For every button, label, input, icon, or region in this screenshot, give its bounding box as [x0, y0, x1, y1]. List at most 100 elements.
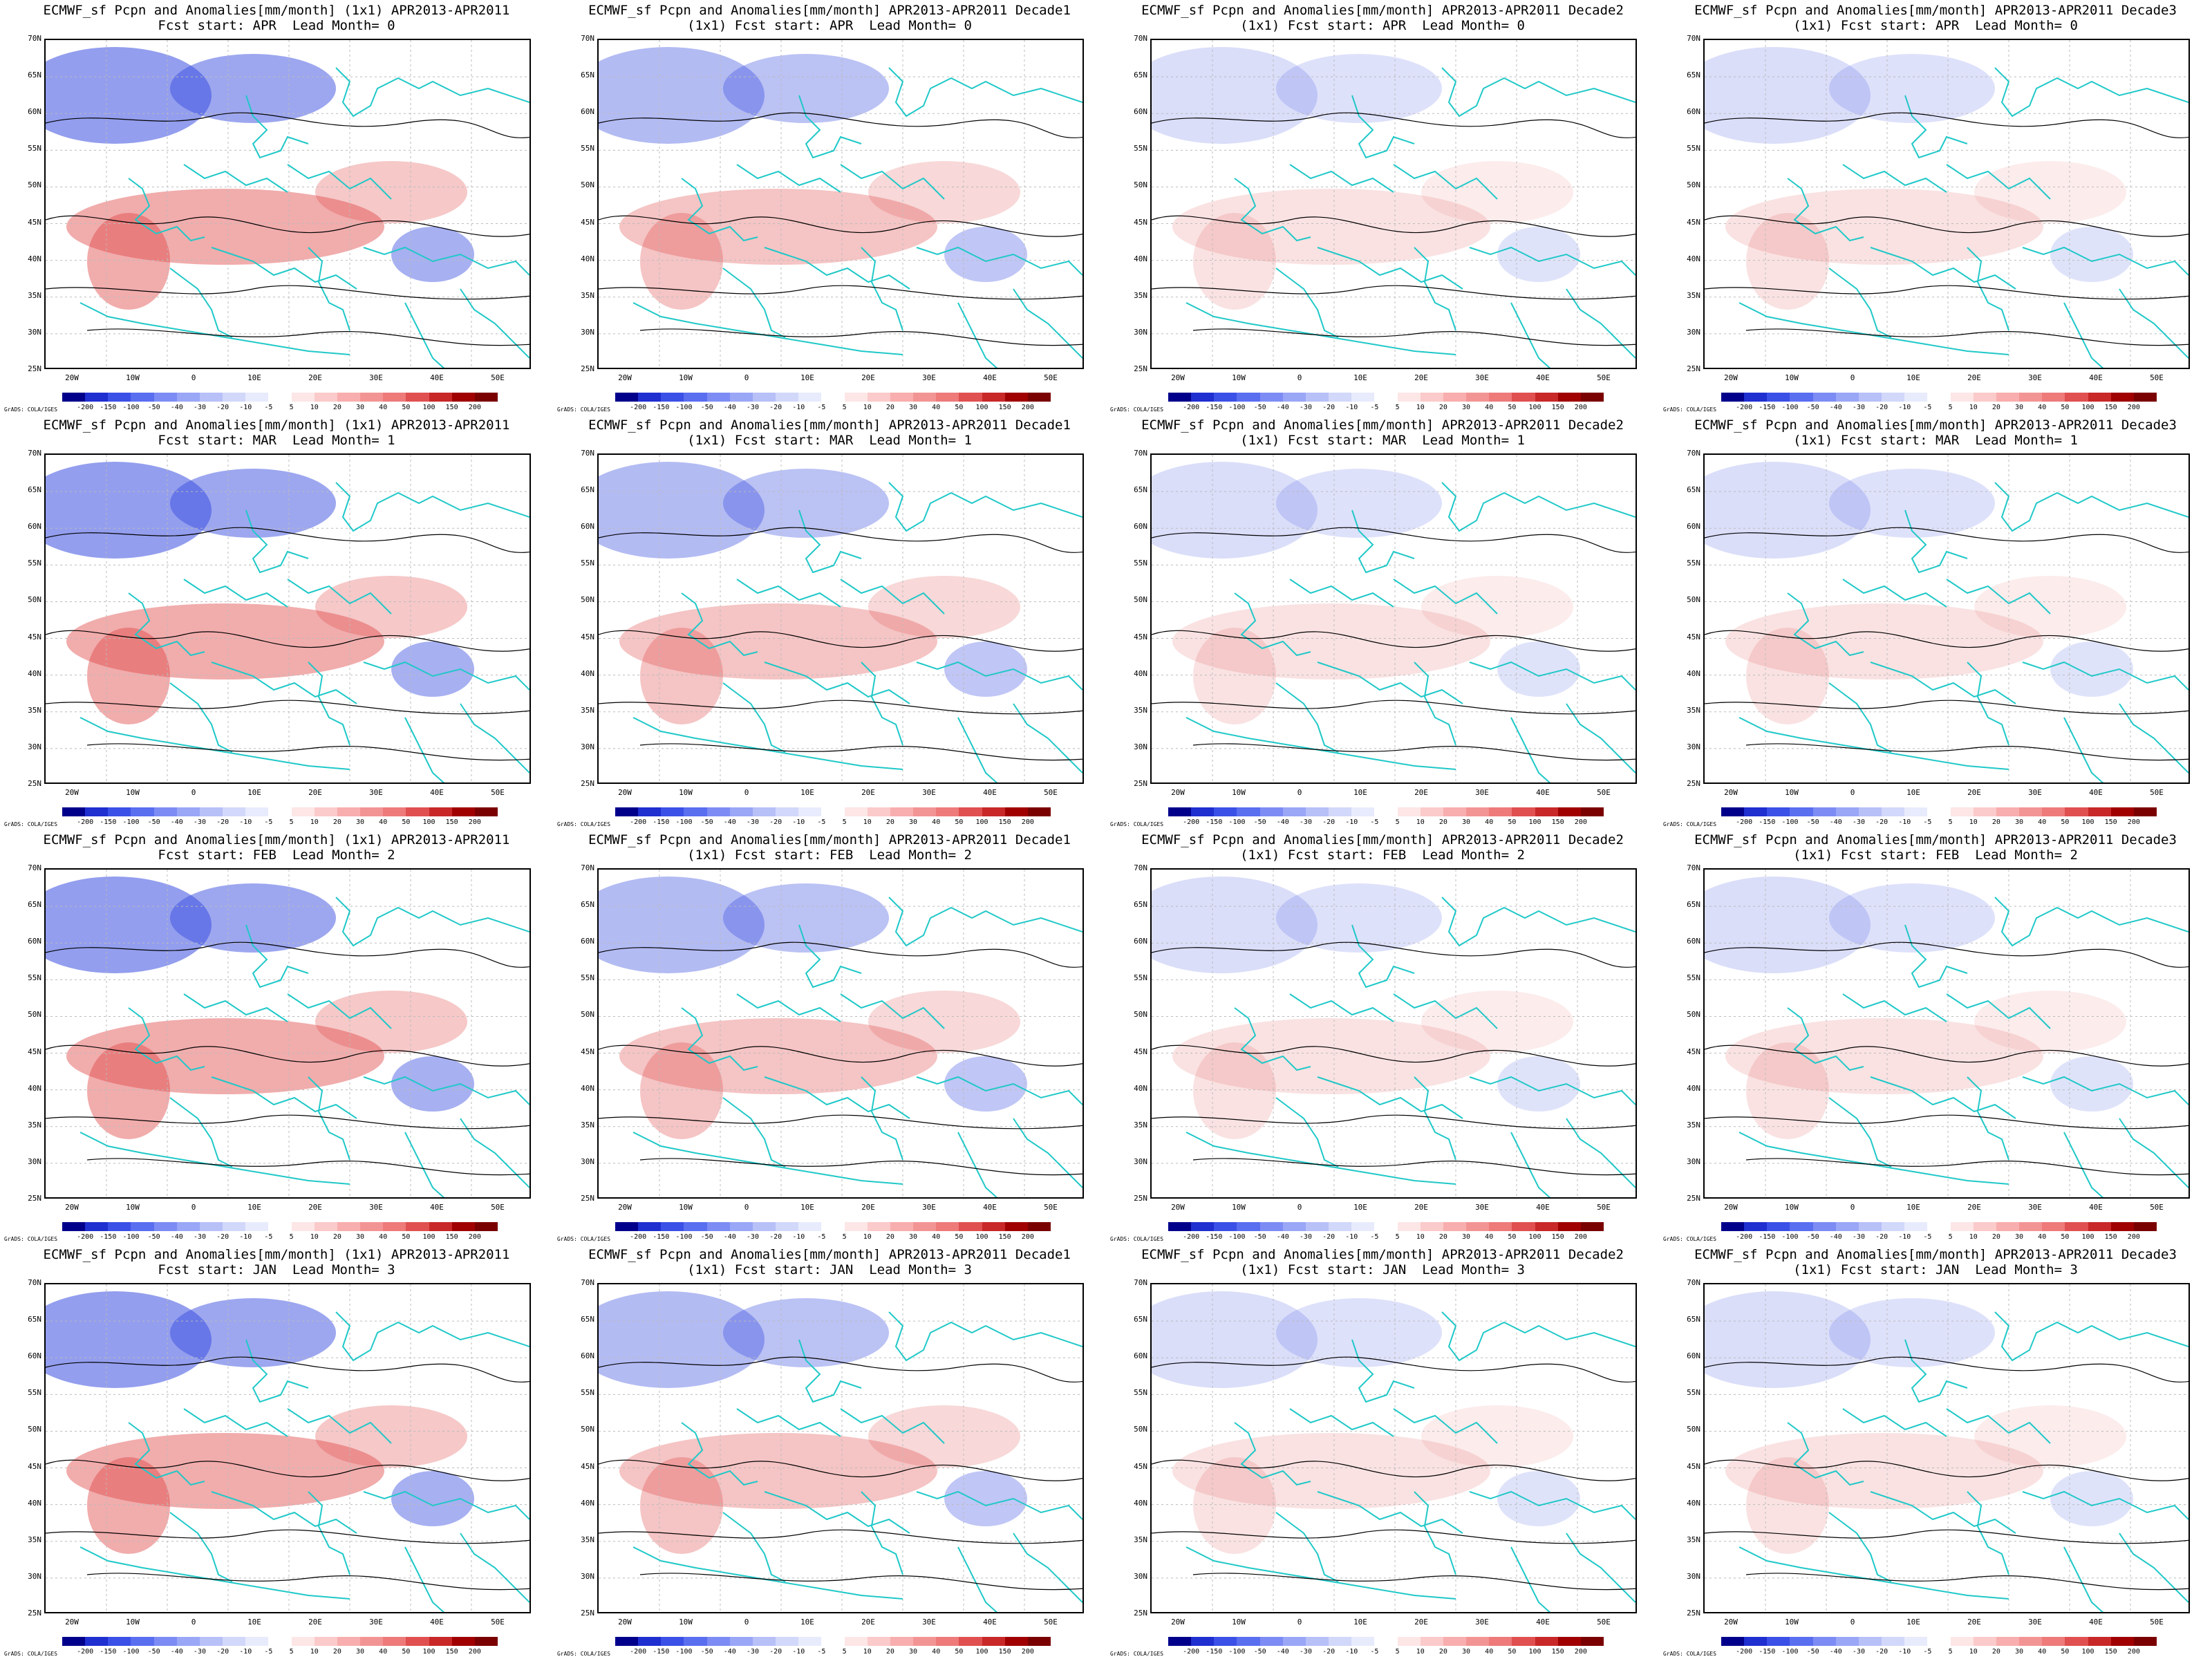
precip-contour	[1152, 285, 1635, 300]
lon-label: 40E	[430, 1203, 444, 1212]
colorbar-swatch	[1767, 1637, 1790, 1646]
colorbar-label: -10	[239, 1233, 252, 1241]
precip-contour	[599, 1356, 1082, 1382]
colorbar-label: -100	[122, 818, 140, 826]
coastline	[1787, 1422, 1864, 1486]
colorbar-swatch	[337, 1637, 361, 1646]
colorbar-label: 200	[1574, 818, 1587, 826]
anomaly-shading	[599, 462, 765, 559]
panel-subtitle: (1x1) Fcst start: FEB Lead Month= 2	[1793, 847, 2078, 863]
colorbar-label: 100	[975, 404, 988, 411]
colorbar-label: -50	[1253, 404, 1266, 411]
lat-label: 70N	[28, 863, 41, 872]
colorbar-label: 5	[289, 404, 294, 411]
colorbar-swatch	[1557, 1222, 1581, 1231]
precip-contour	[639, 743, 1082, 761]
anomaly-shading	[944, 641, 1027, 697]
anomaly-shading	[1152, 877, 1318, 973]
anomaly-shading	[2050, 227, 2133, 282]
colorbar-label: 20	[1991, 404, 2000, 411]
precip-contour	[1192, 1158, 1635, 1176]
colorbar-swatch	[1512, 393, 1535, 402]
colorbar-label: 40	[2038, 818, 2047, 826]
anomaly-map	[44, 39, 531, 369]
colorbar-label: -50	[1806, 1233, 1819, 1241]
colorbar-label: 100	[422, 1648, 435, 1656]
colorbar-label: 20	[1991, 1648, 2000, 1656]
lat-label: 55N	[28, 559, 41, 568]
colorbar-label: 30	[2015, 404, 2024, 411]
lat-label: 45N	[28, 1461, 41, 1471]
lat-label: 25N	[581, 1609, 594, 1618]
colorbar-swatch	[982, 393, 1005, 402]
lat-label: 60N	[28, 937, 41, 946]
lat-label: 55N	[28, 144, 41, 153]
precip-contour	[46, 1459, 529, 1481]
coastline	[1185, 717, 1456, 770]
colorbar-swatch	[153, 1637, 177, 1646]
colorbar-label: 40	[932, 404, 941, 411]
coastline	[2119, 703, 2188, 774]
colorbar-label: -10	[1345, 818, 1358, 826]
colorbar-swatch	[1397, 807, 1421, 816]
anomaly-shading	[1193, 213, 1276, 310]
anomaly-map	[597, 453, 1084, 784]
coastline	[681, 178, 758, 242]
panel-subtitle: Fcst start: MAR Lead Month= 1	[158, 433, 395, 448]
colorbar-labels: -200 -150 -100 -50 -40 -30 -20 -10 -5 5 10 20 30 40 50…	[615, 818, 1051, 828]
colorbar-label: 200	[2127, 404, 2140, 411]
lat-label: 30N	[1687, 742, 1700, 751]
colorbar-swatch	[1858, 1637, 1882, 1646]
colorbar-label: -40	[1276, 1648, 1289, 1656]
colorbar-swatch	[2019, 393, 2043, 402]
colorbar-labels: -200 -150 -100 -50 -40 -30 -20 -10 -5 5 10 20 30 40 50…	[62, 1648, 498, 1658]
coastline	[211, 247, 357, 290]
lat-label: 35N	[1687, 1535, 1700, 1544]
coastline	[1828, 1097, 1892, 1168]
panel-subtitle: (1x1) Fcst start: MAR Lead Month= 1	[1793, 433, 2078, 448]
colorbar-label: 10	[1416, 1648, 1425, 1656]
colorbar-label: -40	[723, 1648, 736, 1656]
colorbar-label: 10	[310, 404, 319, 411]
coastline	[1469, 1076, 1635, 1105]
colorbar-swatch	[291, 1637, 315, 1646]
anomaly-shading	[66, 603, 384, 679]
coastline	[169, 1097, 233, 1168]
colorbar-label: -20	[1875, 404, 1888, 411]
colorbar-swatch	[1374, 807, 1398, 816]
colorbar-label: -40	[1829, 404, 1842, 411]
colorbar-swatch	[1580, 807, 1604, 816]
colorbar-swatch	[752, 807, 776, 816]
colorbar-label: -100	[675, 818, 693, 826]
colorbar-swatch	[474, 807, 498, 816]
colorbar-swatch	[1535, 1637, 1558, 1646]
colorbar-swatch	[429, 807, 452, 816]
colorbar-label: 40	[1485, 404, 1494, 411]
colorbar-swatch	[131, 393, 154, 402]
lat-label: 45N	[1134, 1047, 1147, 1056]
panel-title: ECMWF_sf Pcpn and Anomalies[mm/month] AP…	[1694, 1247, 2177, 1262]
colorbar-label: -150	[1759, 1648, 1776, 1656]
coastline	[681, 1422, 758, 1486]
colorbar-swatch	[1744, 807, 1768, 816]
colorbar-swatch	[429, 393, 452, 402]
colorbar-label: 50	[402, 404, 411, 411]
lon-label: 20W	[1171, 1618, 1185, 1627]
grads-credit: GrADS: COLA/IGES	[4, 1651, 58, 1657]
lat-label: 40N	[1134, 254, 1147, 263]
coastline	[916, 661, 1082, 691]
colorbar-label: 5	[1395, 404, 1400, 411]
coastline	[1469, 1490, 1635, 1520]
colorbar-swatch	[176, 1637, 200, 1646]
colorbar-label: -200	[1736, 818, 1753, 826]
colorbar-label: 5	[842, 818, 847, 826]
colorbar-swatch	[798, 807, 822, 816]
grads-credit: GrADS: COLA/IGES	[1110, 1236, 1164, 1242]
colorbar-swatch	[1882, 807, 1905, 816]
colorbar-swatch	[1214, 1637, 1237, 1646]
anomaly-shading	[1746, 213, 1829, 310]
colorbar-label: 20	[1991, 818, 2000, 826]
colorbar	[1168, 1637, 1604, 1646]
colorbar-label: -100	[1781, 1648, 1799, 1656]
coastline	[169, 1512, 233, 1582]
